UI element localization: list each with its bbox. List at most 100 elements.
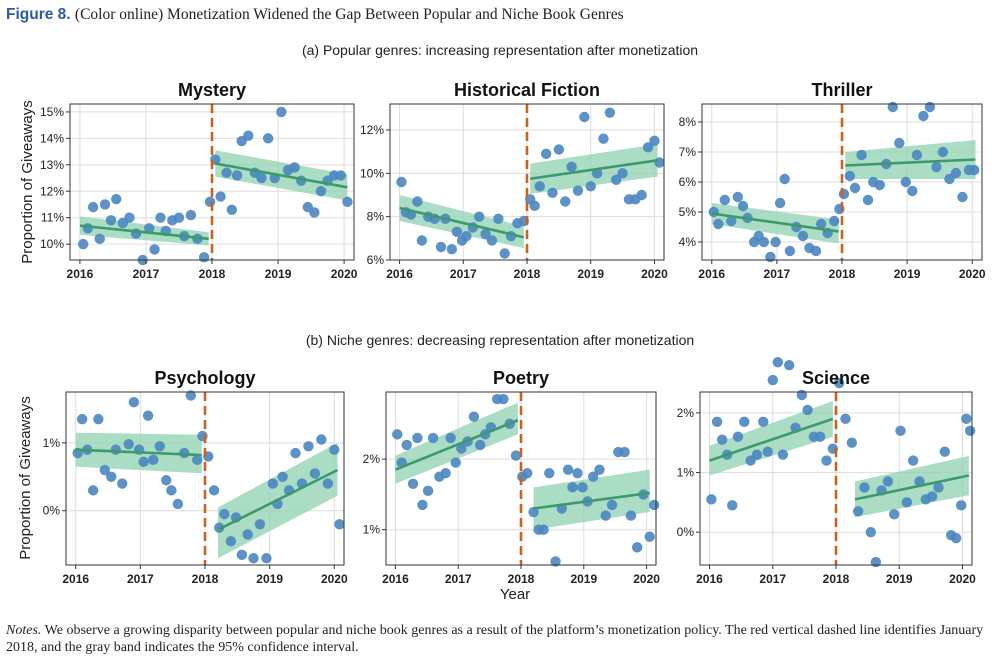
y-tick-label: 15% <box>40 105 64 119</box>
data-point <box>577 482 588 493</box>
x-tick-label: 2016 <box>382 572 409 586</box>
chart-title: Thriller <box>811 80 872 100</box>
x-tick-label: 2019 <box>265 267 292 281</box>
data-point <box>926 491 938 502</box>
data-point <box>783 359 795 371</box>
data-point <box>93 413 104 425</box>
data-point <box>221 167 232 178</box>
data-point <box>446 243 458 255</box>
y-tick-label: 10% <box>360 166 384 180</box>
data-point <box>76 413 88 425</box>
data-point <box>474 439 486 451</box>
notes-label: Notes. <box>6 623 42 638</box>
data-point <box>619 446 630 458</box>
data-point <box>765 251 776 263</box>
data-point <box>82 223 94 234</box>
data-point <box>412 432 423 444</box>
data-point <box>895 425 906 436</box>
data-point <box>852 506 864 517</box>
data-point <box>572 185 584 196</box>
data-point <box>123 439 134 450</box>
y-tick-label: 1% <box>363 523 381 537</box>
data-point <box>522 468 533 479</box>
fit-line-pre <box>79 224 209 241</box>
data-point <box>553 144 565 155</box>
data-point <box>276 106 287 118</box>
data-point <box>598 133 609 144</box>
data-point <box>87 201 99 213</box>
data-point <box>611 174 622 186</box>
data-point <box>560 196 571 207</box>
y-tick-label: 8% <box>679 115 697 129</box>
data-point <box>739 416 750 428</box>
data-point <box>796 389 808 401</box>
data-point <box>802 404 813 416</box>
y-tick-label: 12% <box>40 184 64 198</box>
data-point <box>243 130 254 141</box>
data-point <box>950 532 962 544</box>
xlabel-year: Year <box>500 586 530 603</box>
data-point <box>939 446 950 457</box>
x-tick-label: 2016 <box>696 572 723 586</box>
data-point <box>499 248 510 259</box>
data-point <box>198 252 210 263</box>
chart-title: Mystery <box>178 80 246 100</box>
data-point <box>493 213 504 225</box>
data-point <box>711 416 723 428</box>
data-point <box>625 510 637 521</box>
data-point <box>248 553 259 564</box>
data-point <box>865 526 876 538</box>
x-tick-label: 2020 <box>641 267 668 281</box>
data-point <box>456 443 467 454</box>
fit-line-pre <box>394 419 519 471</box>
data-point <box>309 207 320 218</box>
x-tick-label: 2018 <box>192 572 219 586</box>
data-point <box>315 186 327 197</box>
fit-line-pre <box>75 448 202 457</box>
data-point <box>726 215 737 227</box>
y-tick-label: 0% <box>677 525 695 539</box>
data-point <box>445 432 456 444</box>
data-point <box>148 454 159 466</box>
data-point <box>762 446 773 457</box>
data-point <box>309 468 321 479</box>
data-point <box>828 215 840 227</box>
data-point <box>166 485 177 496</box>
data-point <box>594 464 605 475</box>
x-tick-label: 2020 <box>331 267 358 281</box>
data-point <box>540 148 552 160</box>
x-tick-label: 2019 <box>570 572 597 586</box>
data-point <box>924 101 936 113</box>
y-tick-label: 4% <box>679 235 697 249</box>
data-point <box>172 498 184 510</box>
data-point <box>544 468 555 479</box>
data-point <box>401 439 412 451</box>
data-point <box>862 194 874 206</box>
data-point <box>779 173 790 185</box>
x-tick-label: 2016 <box>698 267 725 281</box>
chart-title: Historical Fiction <box>454 80 600 100</box>
data-point <box>846 437 858 448</box>
data-point <box>901 497 913 508</box>
chart-title: Poetry <box>493 368 549 388</box>
data-point <box>105 215 117 226</box>
data-point <box>644 531 655 542</box>
data-point <box>849 182 861 194</box>
y-tick-label: 6% <box>367 253 385 267</box>
x-tick-label: 2018 <box>823 572 850 586</box>
data-point <box>888 509 900 520</box>
x-tick-label: 2017 <box>133 267 160 281</box>
data-point <box>392 429 403 440</box>
figure-notes: Notes. We observe a growing disparity be… <box>6 622 996 656</box>
data-point <box>417 499 428 511</box>
data-point <box>335 170 346 181</box>
data-point <box>859 482 870 493</box>
data-point <box>840 413 851 425</box>
data-point <box>267 478 279 489</box>
data-point <box>797 230 809 242</box>
data-point <box>870 556 882 568</box>
data-point <box>117 478 128 489</box>
data-point <box>547 187 558 199</box>
data-point <box>774 197 786 209</box>
figure-title: Figure 8. (Color online) Monetization Wi… <box>6 6 624 24</box>
